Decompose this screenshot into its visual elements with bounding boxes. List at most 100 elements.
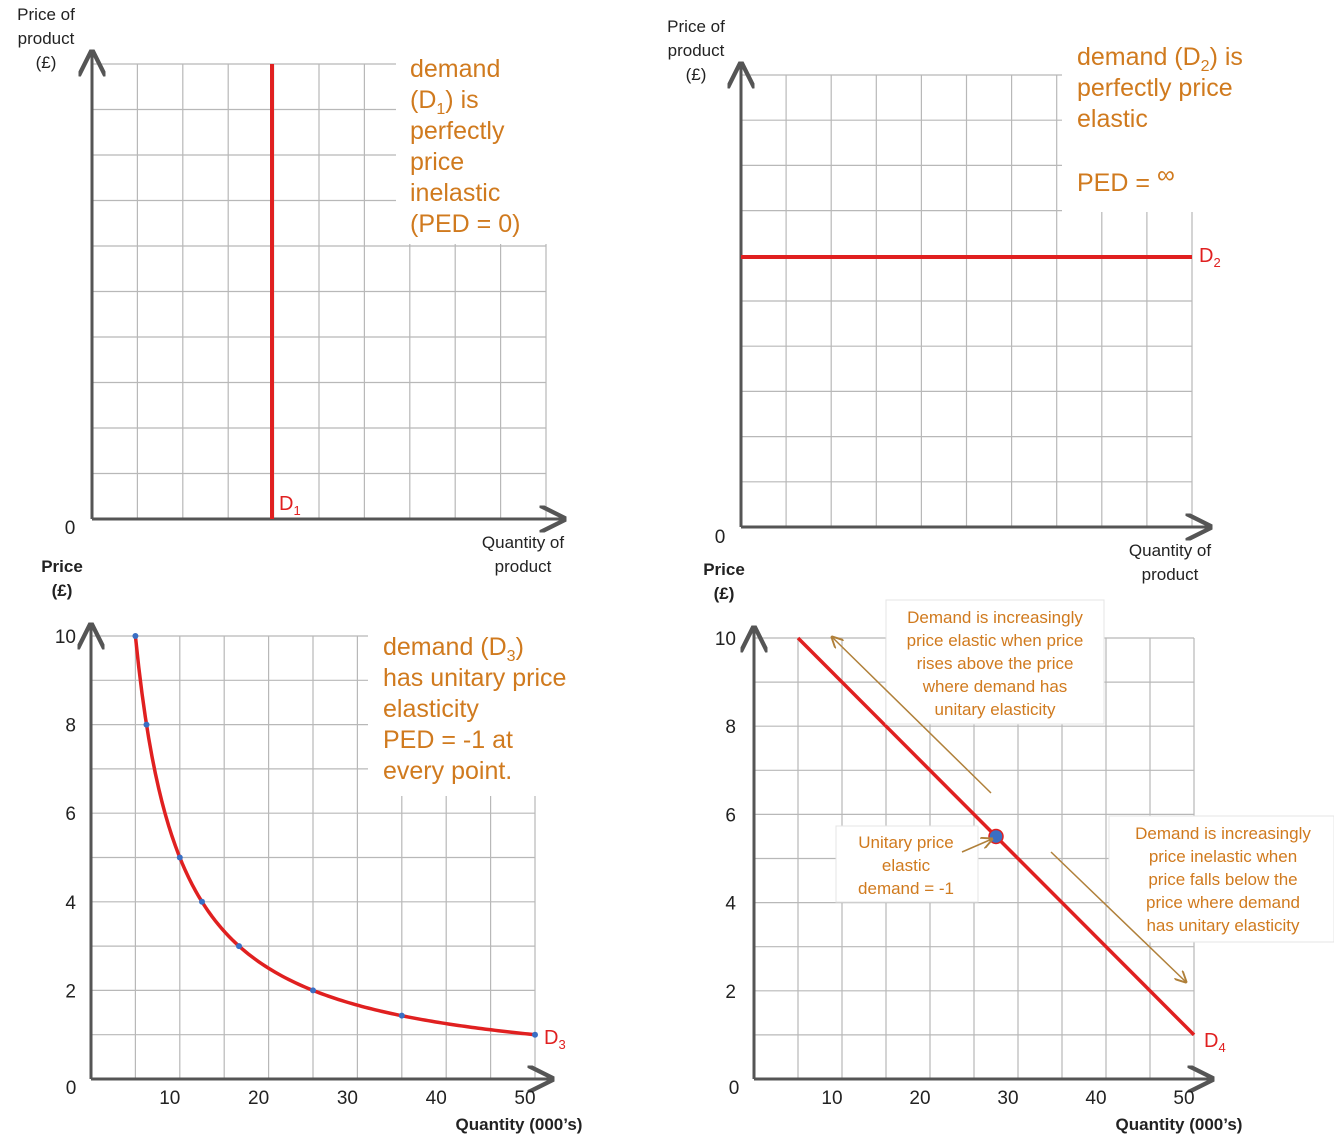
chart-d1-curve-label: D1	[279, 493, 301, 518]
chart-d4-ylabel-line-2: (£)	[714, 584, 735, 603]
chart-d2-ylabel-line-3: (£)	[686, 65, 707, 84]
chart-d1: Price of product (£) Quantity of product…	[17, 5, 564, 576]
chart-d3-ytick-6: 6	[65, 804, 76, 825]
chart-d4-unitary-arrow	[961, 839, 992, 853]
chart-d4-ticks: 10 20 30 40 50 2 4 6 8 10	[715, 629, 1195, 1109]
chart-d4-origin-label: 0	[729, 1078, 740, 1099]
chart-d3-note-line-3: elasticity	[383, 695, 479, 723]
chart-d4-elastic-line-4: where demand has	[922, 677, 1068, 696]
chart-d1-ylabel-line-3: (£)	[36, 53, 57, 72]
chart-d4-inelastic-line-5: has unitary elasticity	[1146, 916, 1300, 935]
chart-d1-note-line-3: perfectly	[410, 117, 505, 145]
chart-d4-elastic-line-1: Demand is increasingly	[907, 608, 1083, 627]
chart-d2: Price of product (£) Quantity of product…	[667, 17, 1243, 584]
chart-d1-ylabel-line-1: Price of	[17, 5, 75, 24]
chart-d3-point-3	[199, 898, 205, 905]
chart-d2-ylabel-line-1: Price of	[667, 17, 725, 36]
chart-d3-ytick-4: 4	[65, 893, 76, 914]
chart-d1-origin-label: 0	[65, 518, 76, 539]
chart-d3-point-2	[176, 854, 183, 861]
chart-d3-point-1	[143, 721, 150, 728]
chart-d3-xtick-10: 10	[159, 1088, 180, 1109]
chart-d1-xlabel-line-2: product	[495, 557, 552, 576]
chart-d1-note-line-1: demand	[410, 55, 500, 83]
chart-d4-inelastic-line-4: price where demand	[1146, 893, 1300, 912]
chart-d1-note-line-2: (D1) is	[410, 86, 479, 118]
chart-d4-ytick-4: 4	[725, 894, 736, 915]
chart-d4-elastic-arrow	[832, 637, 992, 794]
chart-d1-grid	[92, 63, 547, 519]
chart-d3-xtick-20: 20	[248, 1088, 269, 1109]
chart-d4-ytick-8: 8	[725, 717, 736, 738]
chart-d3-ytick-2: 2	[65, 981, 76, 1002]
chart-d3-point-0	[132, 633, 139, 639]
chart-d4-unitary-line-1: Unitary price	[858, 833, 953, 852]
chart-d3-note-line-1: demand (D3)	[383, 633, 524, 665]
chart-d3-xtick-50: 50	[514, 1088, 535, 1109]
chart-d4-ytick-10: 10	[715, 629, 736, 650]
chart-d3-note-background	[368, 626, 558, 796]
chart-d3-xlabel: Quantity (000’s)	[456, 1115, 583, 1134]
chart-d4-curve-label: D4	[1204, 1030, 1226, 1055]
chart-d3-note-line-4: PED = -1 at	[383, 726, 513, 754]
chart-d3-note-line-2: has unitary price	[383, 664, 566, 692]
chart-d3-ylabel-line-2: (£)	[52, 581, 73, 600]
chart-d2-infinity-symbol: ∞	[1157, 161, 1175, 189]
chart-d2-note-line-2: perfectly price	[1077, 74, 1233, 102]
chart-d4-ylabel-line-1: Price	[703, 560, 745, 579]
chart-d4-xtick-20: 20	[909, 1088, 930, 1109]
chart-d1-note: demand (D1) is perfectly price inelastic…	[410, 55, 520, 238]
chart-d1-note-line-6: (PED = 0)	[410, 210, 520, 238]
chart-d4-elastic-line-3: rises above the price	[917, 654, 1074, 673]
chart-d3-point-7	[532, 1031, 538, 1038]
chart-d2-note: demand (D2) is perfectly price elastic P…	[1077, 43, 1243, 197]
chart-d2-note-background	[1062, 40, 1212, 212]
chart-d2-xlabel-line-1: Quantity of	[1129, 541, 1211, 560]
chart-d4-elastic-annotation-box	[885, 599, 1105, 725]
chart-d3-xtick-40: 40	[426, 1088, 447, 1109]
chart-d4-unitary-line-2: elastic	[882, 856, 931, 875]
chart-d1-xlabel-line-1: Quantity of	[482, 533, 564, 552]
chart-d2-ylabel-line-2: product	[668, 41, 725, 60]
chart-d4-inelastic-line-2: price inelastic when	[1149, 847, 1297, 866]
chart-d2-curve-label: D2	[1199, 245, 1221, 270]
chart-d1-note-line-4: price	[410, 148, 464, 176]
chart-d4-elastic-line-5: unitary elasticity	[935, 700, 1056, 719]
chart-d1-note-line-5: inelastic	[410, 179, 500, 207]
chart-d4: Price (£) Quantity (000’s) 0 10 20 30 40 50 2…	[703, 560, 1334, 1134]
chart-d3: Price (£) Quantity (000’s) 0 10 20 30 40 50 2…	[41, 557, 582, 1134]
chart-d2-note-line-3: elastic	[1077, 105, 1148, 133]
chart-d3-ytick-8: 8	[65, 716, 76, 737]
chart-d4-xtick-40: 40	[1085, 1088, 1106, 1109]
chart-d4-ytick-2: 2	[725, 982, 736, 1003]
chart-d3-curve-label: D3	[544, 1027, 566, 1052]
chart-d3-xtick-30: 30	[337, 1088, 358, 1109]
chart-d2-note-line-1: demand (D2) is	[1077, 43, 1243, 75]
chart-d3-point-6	[398, 1012, 405, 1019]
chart-d4-inelastic-arrow	[1050, 851, 1186, 982]
chart-d2-note-line-4: PED =	[1077, 169, 1150, 197]
chart-d3-ytick-10: 10	[55, 627, 76, 648]
chart-d3-note: demand (D3) has unitary price elasticity…	[383, 633, 566, 785]
chart-d1-ylabel-line-2: product	[18, 29, 75, 48]
chart-d4-inelastic-annotation-box	[1108, 815, 1334, 943]
chart-d3-ylabel-line-1: Price	[41, 557, 83, 576]
chart-d3-origin-label: 0	[66, 1078, 77, 1099]
chart-d4-elastic-line-2: price elastic when price	[907, 631, 1084, 650]
chart-d4-unitary-line-3: demand = -1	[858, 879, 954, 898]
chart-d4-unitary-point	[988, 828, 1004, 845]
chart-d2-origin-label: 0	[715, 527, 726, 548]
chart-d1-note-background	[396, 52, 556, 244]
chart-d2-xlabel-line-2: product	[1142, 565, 1199, 584]
chart-d4-xtick-50: 50	[1173, 1088, 1194, 1109]
chart-d4-inelastic-line-3: price falls below the	[1148, 870, 1297, 889]
chart-d3-point-5	[310, 987, 316, 994]
chart-d4-inelastic-line-1: Demand is increasingly	[1135, 824, 1311, 843]
chart-d4-xlabel: Quantity (000’s)	[1116, 1115, 1243, 1134]
chart-d4-ytick-6: 6	[725, 805, 736, 826]
chart-d4-unitary-annotation-box	[835, 825, 979, 903]
chart-d3-ticks: 10 20 30 40 50 2 4 6 8 10	[55, 627, 536, 1109]
chart-d4-xtick-30: 30	[997, 1088, 1018, 1109]
chart-d3-note-line-5: every point.	[383, 757, 512, 785]
